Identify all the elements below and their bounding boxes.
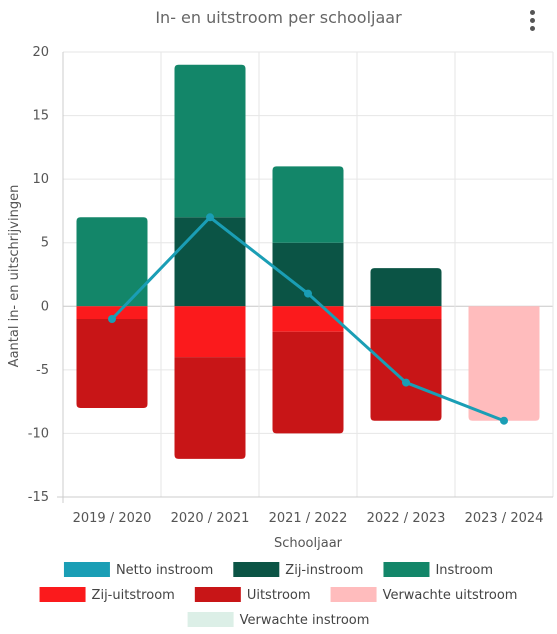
- axes: -15 -10 -5 0 5 10 15 20 2019 / 2020 2020 / 2021 20…: [28, 45, 553, 526]
- x-tick-label: 2021 / 2022: [269, 511, 348, 526]
- kebab-vertical-icon: [529, 9, 535, 15]
- legend-label[interactable]: Verwachte uitstroom: [383, 588, 518, 603]
- chart-menu-button[interactable]: [521, 8, 543, 32]
- y-tick-label: -10: [28, 426, 49, 441]
- line-point[interactable]: [206, 213, 214, 222]
- legend-label[interactable]: Zij-uitstroom: [92, 588, 175, 603]
- bar-segment[interactable]: [272, 166, 344, 243]
- x-axis-label: Schooljaar: [274, 536, 343, 551]
- bar-segment[interactable]: [272, 306, 344, 332]
- y-axis-label: Aantal in- en uitschrijvingen: [7, 185, 22, 368]
- bar-segment[interactable]: [174, 64, 246, 218]
- legend-label[interactable]: Uitstroom: [247, 588, 311, 603]
- x-tick-label: 2023 / 2024: [465, 511, 544, 526]
- legend-swatch[interactable]: [39, 587, 86, 602]
- legend-label[interactable]: Zij-instroom: [285, 563, 363, 578]
- kebab-dot: [529, 25, 535, 31]
- x-tick-label: 2019 / 2020: [73, 511, 152, 526]
- legend-swatch[interactable]: [187, 612, 234, 627]
- bar-segment[interactable]: [174, 306, 246, 358]
- bar-segment[interactable]: [174, 217, 246, 307]
- y-tick-label: 10: [32, 172, 49, 187]
- y-tick-label: -5: [36, 363, 49, 378]
- legend-label[interactable]: Verwachte instroom: [240, 613, 370, 628]
- x-tick-label: 2022 / 2023: [367, 511, 446, 526]
- kebab-dot: [529, 17, 535, 23]
- y-tick-label: 15: [32, 109, 49, 124]
- x-tick-label: 2020 / 2021: [171, 511, 250, 526]
- y-tick-label: 0: [41, 299, 49, 314]
- bar-segment[interactable]: [76, 319, 148, 408]
- legend: Netto instroom Zij-instroom Instroom Zij-ui…: [39, 562, 518, 628]
- legend-swatch[interactable]: [63, 562, 110, 577]
- bar-segment[interactable]: [76, 306, 148, 319]
- line-point[interactable]: [500, 416, 508, 425]
- y-tick-label: -15: [28, 490, 49, 505]
- bar-segment[interactable]: [272, 242, 344, 307]
- legend-swatch[interactable]: [383, 562, 430, 577]
- legend-label[interactable]: Netto instroom: [116, 563, 213, 578]
- line-point[interactable]: [402, 378, 410, 387]
- line-point[interactable]: [304, 289, 312, 298]
- y-tick-label: 20: [32, 45, 49, 60]
- line-point[interactable]: [108, 315, 116, 323]
- legend-swatch[interactable]: [330, 587, 377, 602]
- legend-label[interactable]: Instroom: [435, 563, 493, 578]
- chart-title: In- en uitstroom per schooljaar: [155, 8, 402, 27]
- legend-swatch[interactable]: [233, 562, 280, 577]
- bar-segment[interactable]: [76, 217, 148, 307]
- bar-segment[interactable]: [370, 268, 442, 307]
- net-line: [108, 213, 508, 425]
- bars: [76, 64, 540, 459]
- bar-segment[interactable]: [370, 319, 442, 421]
- bar-segment[interactable]: [468, 306, 540, 421]
- legend-swatch[interactable]: [194, 587, 241, 602]
- bar-segment[interactable]: [370, 306, 442, 319]
- bar-segment[interactable]: [272, 331, 344, 434]
- bar-segment[interactable]: [174, 357, 246, 459]
- y-tick-label: 5: [41, 236, 49, 251]
